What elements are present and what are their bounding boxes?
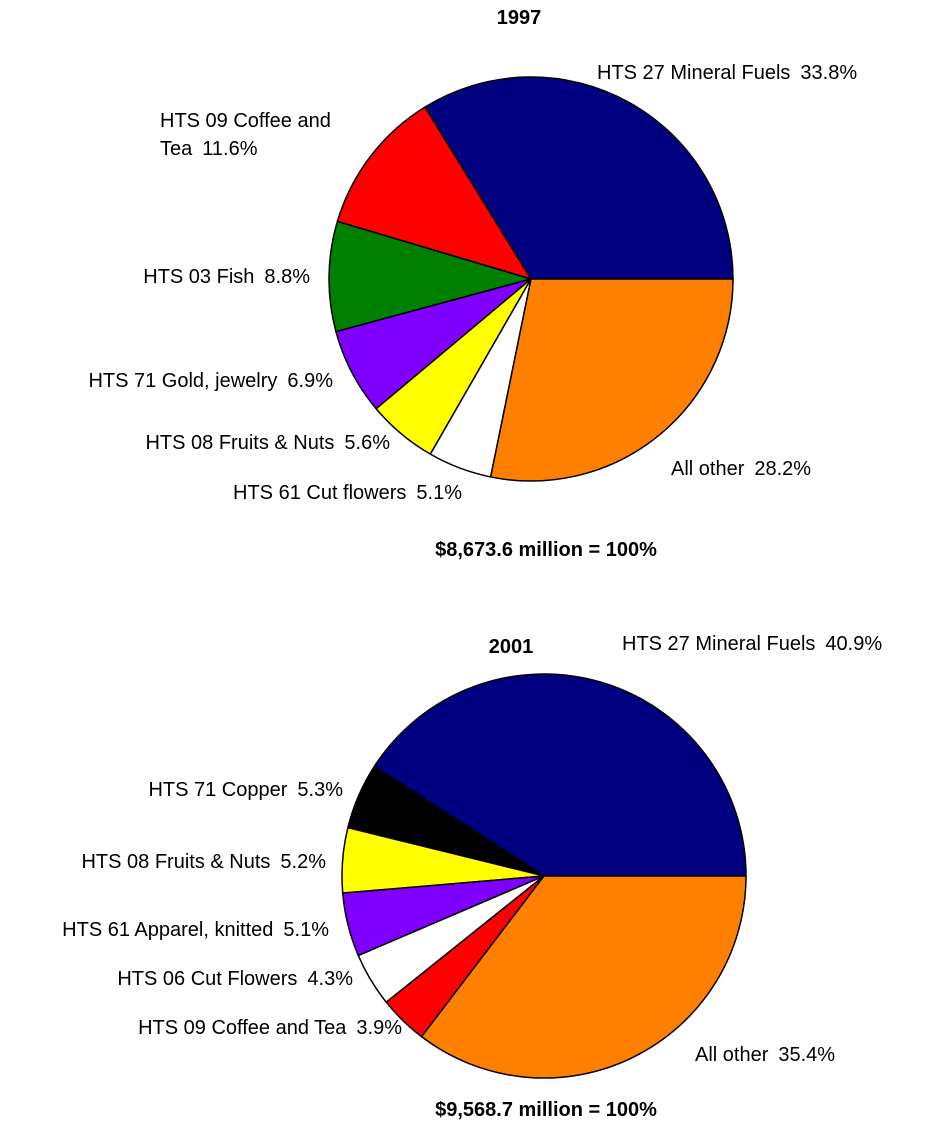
value-label: 28.2% [754,458,812,480]
category-name: HTS 27 Mineral Fuels [597,62,791,84]
category-name: HTS 61 Cut flowers [233,482,407,504]
category-name: HTS 08 Fruits & Nuts [81,851,271,873]
slice-label: HTS 09 Coffee and Tea 11.6% [160,107,375,163]
category-name: HTS 09 Coffee and Tea [138,1017,347,1039]
value-label: 35.4% [778,1044,836,1066]
chart-title: 2001 [489,633,534,661]
slice-label: HTS 08 Fruits & Nuts 5.2% [81,848,326,876]
category-name: HTS 71 Copper [148,779,288,801]
slice-label: All other 35.4% [695,1041,835,1069]
category-name: HTS 03 Fish [143,266,255,288]
slice-label: HTS 03 Fish 8.8% [143,263,310,291]
slice-label: HTS 61 Cut flowers 5.1% [233,479,462,507]
value-label: 5.3% [297,779,343,801]
value-label: 5.1% [283,919,329,941]
value-label: 5.1% [416,482,462,504]
category-name: HTS 06 Cut Flowers [117,968,298,990]
pie-slice [420,875,747,1079]
total-label: $9,568.7 million = 100% [435,1096,657,1124]
slice-label: HTS 27 Mineral Fuels 33.8% [597,59,857,87]
category-name: HTS 09 Coffee and Tea [160,110,331,160]
category-name: All other [695,1044,769,1066]
total-text: $8,673.6 million = 100% [435,539,657,561]
pie-slice [489,278,734,482]
slice-label: HTS 09 Coffee and Tea 3.9% [138,1014,402,1042]
pie-slice [423,76,734,280]
chart-title: 1997 [497,4,542,32]
slice-label: All other 28.2% [671,455,811,483]
value-label: 4.3% [307,968,353,990]
slice-label: HTS 08 Fruits & Nuts 5.6% [145,429,390,457]
slice-label: HTS 61 Apparel, knitted 5.1% [62,916,329,944]
value-label: 5.6% [344,432,390,454]
slice-label: HTS 06 Cut Flowers 4.3% [117,965,353,993]
value-label: 33.8% [800,62,858,84]
total-text: $9,568.7 million = 100% [435,1099,657,1121]
slice-label: HTS 71 Copper 5.3% [148,776,343,804]
category-name: HTS 08 Fruits & Nuts [145,432,335,454]
pie-slice [328,220,534,333]
category-name: HTS 71 Gold, jewelry [88,370,278,392]
category-name: HTS 61 Apparel, knitted [62,919,274,941]
value-label: 6.9% [287,370,333,392]
value-label: 3.9% [356,1017,402,1039]
slice-label: HTS 27 Mineral Fuels 40.9% [622,630,882,658]
total-label: $8,673.6 million = 100% [435,536,657,564]
value-label: 40.9% [825,633,883,655]
category-name: HTS 27 Mineral Fuels [622,633,816,655]
title-text: 2001 [488,636,534,658]
value-label: 11.6% [202,138,258,160]
pie-slice [336,106,533,281]
category-name: All other [671,458,745,480]
title-text: 1997 [496,7,542,29]
value-label: 5.2% [280,851,326,873]
value-label: 8.8% [264,266,310,288]
slice-label: HTS 71 Gold, jewelry 6.9% [88,367,333,395]
